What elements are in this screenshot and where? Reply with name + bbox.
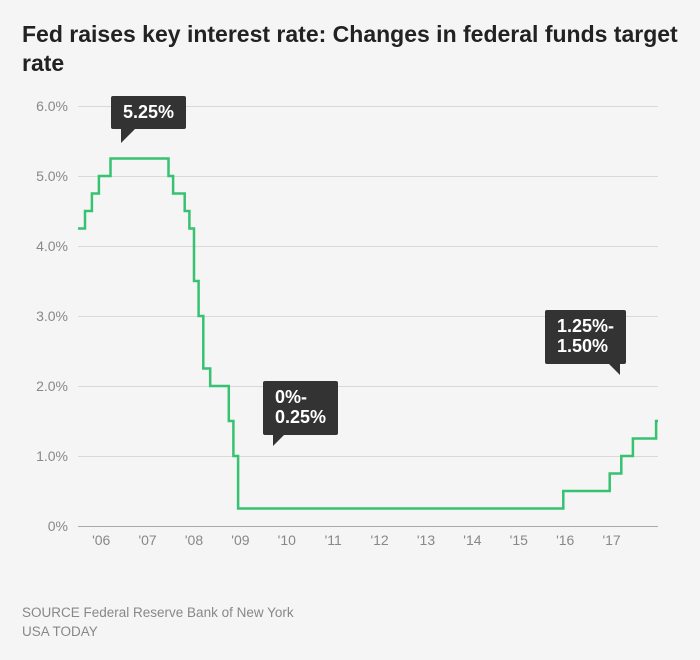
x-tick-label: '15 <box>510 532 528 548</box>
callout-label: 1.25%-1.50% <box>545 310 626 364</box>
x-tick-label: '13 <box>417 532 435 548</box>
x-tick-label: '08 <box>185 532 203 548</box>
x-tick-label: '17 <box>602 532 620 548</box>
chart-area: 0%1.0%2.0%3.0%4.0%5.0%6.0% '06'07'08'09'… <box>22 96 678 571</box>
y-tick-label: 5.0% <box>22 168 68 184</box>
y-tick-label: 6.0% <box>22 98 68 114</box>
x-tick-label: '16 <box>556 532 574 548</box>
y-tick-label: 1.0% <box>22 448 68 464</box>
x-tick-label: '12 <box>370 532 388 548</box>
x-tick-label: '07 <box>138 532 156 548</box>
callout-label: 5.25% <box>111 96 186 130</box>
x-tick-label: '14 <box>463 532 481 548</box>
source-attribution: SOURCE Federal Reserve Bank of New York … <box>22 603 294 642</box>
x-tick-label: '09 <box>231 532 249 548</box>
x-tick-label: '11 <box>325 532 342 548</box>
y-axis: 0%1.0%2.0%3.0%4.0%5.0%6.0% <box>22 106 74 526</box>
callout-tail <box>273 432 287 446</box>
y-tick-label: 4.0% <box>22 238 68 254</box>
callout-tail <box>606 361 620 375</box>
source-line-2: USA TODAY <box>22 622 294 642</box>
callout-label: 0%-0.25% <box>263 381 338 435</box>
y-tick-label: 2.0% <box>22 378 68 394</box>
x-tick-label: '06 <box>92 532 110 548</box>
y-tick-label: 3.0% <box>22 308 68 324</box>
chart-container: Fed raises key interest rate: Changes in… <box>0 0 700 660</box>
source-line-1: SOURCE Federal Reserve Bank of New York <box>22 603 294 623</box>
callout-tail <box>121 129 135 143</box>
x-axis: '06 '07 '08 '09 '10 '11 '12 '13 '14 '15 '16 '17 <box>78 532 658 556</box>
y-tick-label: 0% <box>22 518 68 534</box>
x-tick-label: '10 <box>278 532 296 548</box>
chart-title: Fed raises key interest rate: Changes in… <box>22 20 678 78</box>
